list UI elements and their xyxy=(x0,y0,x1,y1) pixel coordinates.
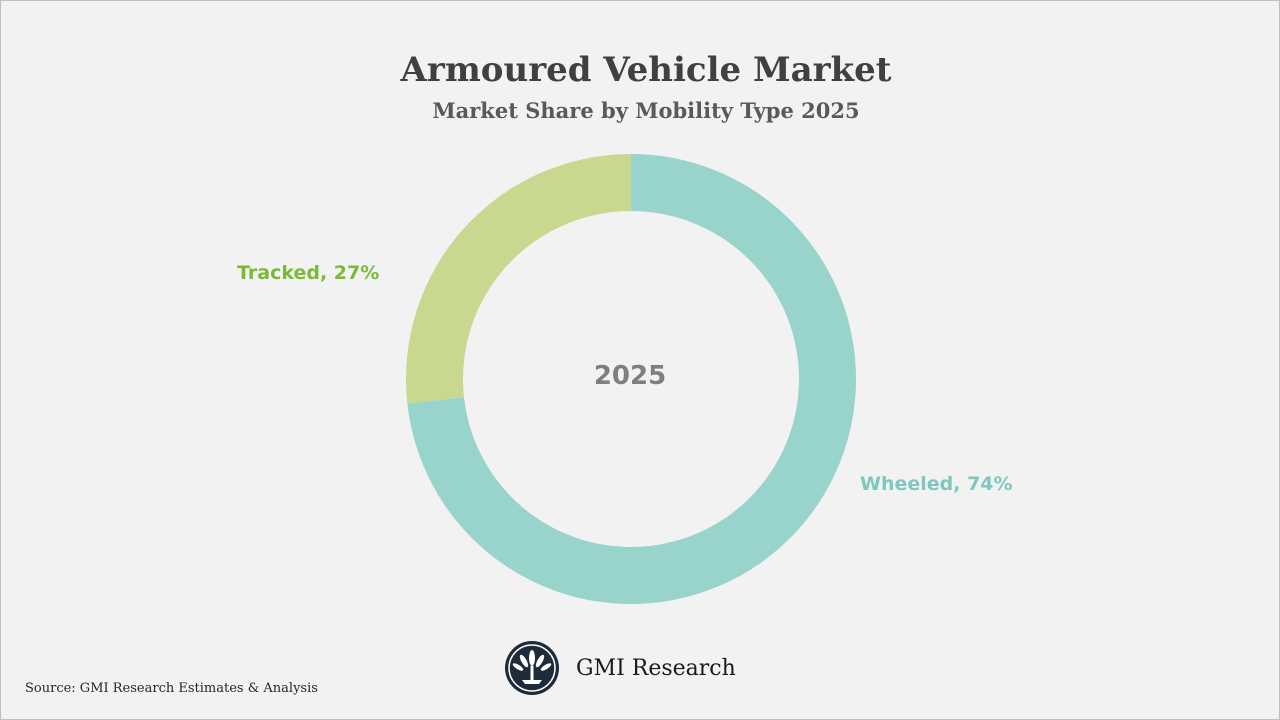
data-label-tracked: Tracked, 27% xyxy=(237,262,379,284)
chart-title: Armoured Vehicle Market xyxy=(400,50,892,90)
brand-name: GMI Research xyxy=(576,655,736,681)
center-label: 2025 xyxy=(594,361,666,391)
donut-slice-tracked xyxy=(406,154,631,404)
data-label-wheeled: Wheeled, 74% xyxy=(860,473,1013,495)
source-note: Source: GMI Research Estimates & Analysi… xyxy=(25,681,318,696)
chart-subtitle: Market Share by Mobility Type 2025 xyxy=(432,98,860,123)
donut-slices xyxy=(406,154,856,604)
brand-block: GMI Research xyxy=(504,640,736,696)
gmi-fan-logo-icon xyxy=(505,641,559,695)
